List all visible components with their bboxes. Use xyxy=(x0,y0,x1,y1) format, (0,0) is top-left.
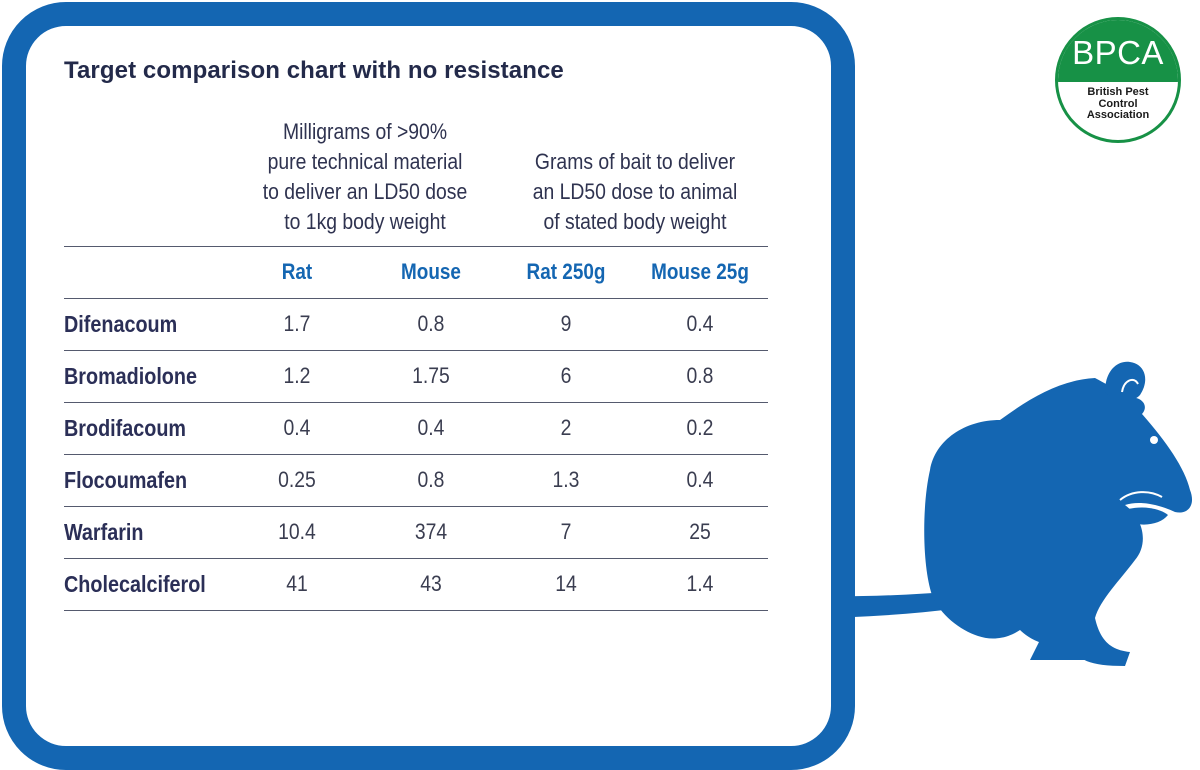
table-rule xyxy=(64,506,768,508)
table-cell: 43 xyxy=(420,571,442,596)
table-rule xyxy=(64,454,768,456)
row-label: Difenacoum xyxy=(64,311,178,337)
table-rule xyxy=(64,558,768,560)
table-cell: 0.8 xyxy=(417,311,445,336)
row-label: Cholecalciferol xyxy=(64,571,206,597)
table-cell: 0.4 xyxy=(686,311,714,336)
table-cell: 0.25 xyxy=(278,467,316,492)
table-cell: 0.4 xyxy=(417,415,445,440)
group-header-line: Grams of bait to deliver xyxy=(534,149,736,174)
column-group-header-mg: Milligrams of >90% pure technical materi… xyxy=(233,117,497,237)
logo-name-line: British Pest xyxy=(1087,86,1149,98)
table-cell: 2 xyxy=(560,415,572,440)
chart-title: Target comparison chart with no resistan… xyxy=(64,57,564,84)
bpca-logo: BPCA British Pest Control Association xyxy=(1055,17,1181,143)
row-label: Bromadiolone xyxy=(64,363,197,389)
logo-organisation-name: British Pest Control Association xyxy=(1058,86,1178,122)
row-label: Flocoumafen xyxy=(64,467,188,493)
logo-name-line: Control xyxy=(1098,97,1138,110)
table-cell: 6 xyxy=(560,363,572,388)
table-cell: 9 xyxy=(560,311,572,336)
table-cell: 25 xyxy=(689,519,711,544)
column-header-mouse: Mouse xyxy=(401,259,461,284)
table-cell: 0.8 xyxy=(686,363,714,388)
logo-green-band xyxy=(1058,20,1178,82)
table-cell: 7 xyxy=(560,519,572,544)
group-header-line: to deliver an LD50 dose xyxy=(262,179,468,204)
table-rule xyxy=(64,610,768,612)
group-header-line: pure technical material xyxy=(267,149,463,174)
row-label: Brodifacoum xyxy=(64,415,186,441)
column-header-mouse-25g: Mouse 25g xyxy=(651,259,749,284)
table-cell: 10.4 xyxy=(278,519,316,544)
logo-name-line: Association xyxy=(1086,109,1150,121)
mouse-icon xyxy=(807,361,1193,666)
table-cell: 1.4 xyxy=(686,571,714,596)
logo-badge: BPCA British Pest Control Association xyxy=(1055,17,1181,143)
column-header-rat: Rat xyxy=(281,259,313,284)
table-cell: 41 xyxy=(286,571,308,596)
table-rule xyxy=(64,402,768,404)
table-rule xyxy=(64,298,768,300)
row-label: Warfarin xyxy=(64,519,144,545)
group-header-line: of stated body weight xyxy=(543,209,727,234)
table-cell: 0.2 xyxy=(686,415,714,440)
table-cell: 0.8 xyxy=(417,467,445,492)
table-cell: 374 xyxy=(414,519,448,544)
column-group-header-grams: Grams of bait to deliver an LD50 dose to… xyxy=(503,147,767,237)
table-cell: 1.3 xyxy=(552,467,580,492)
table-rule xyxy=(64,350,768,352)
table-cell: 1.75 xyxy=(412,363,450,388)
group-header-line: Milligrams of >90% xyxy=(282,119,448,144)
group-header-line: an LD50 dose to animal xyxy=(532,179,738,204)
table-rule xyxy=(64,246,768,248)
group-header-line: to 1kg body weight xyxy=(284,209,446,234)
table-cell: 0.4 xyxy=(686,467,714,492)
logo-acronym: BPCA xyxy=(1072,34,1164,71)
table-cell: 14 xyxy=(555,571,577,596)
table-cell: 0.4 xyxy=(283,415,311,440)
table-cell: 1.2 xyxy=(283,363,311,388)
column-header-rat-250g: Rat 250g xyxy=(526,259,606,284)
table-cell: 1.7 xyxy=(283,311,311,336)
